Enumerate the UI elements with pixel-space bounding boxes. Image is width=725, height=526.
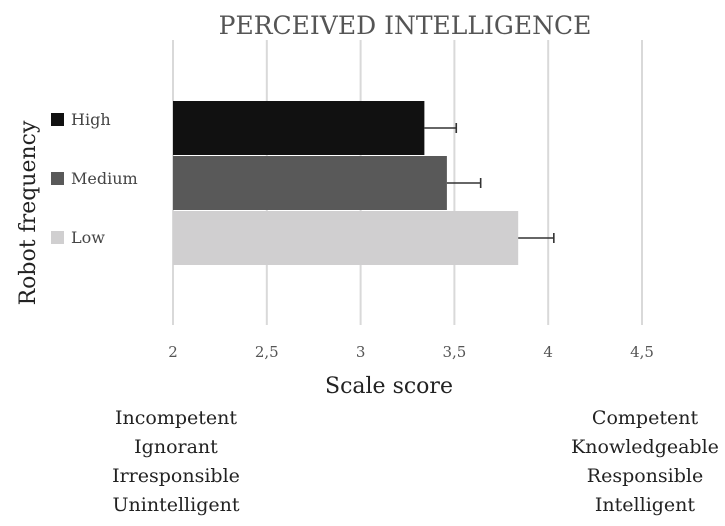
x-tick-label: 2 [168, 343, 178, 361]
x-axis-label: Scale score [325, 374, 453, 399]
anchor-positive-4: Intelligent [594, 494, 696, 516]
anchor-negative-3: Irresponsible [112, 465, 240, 487]
bar-high [173, 101, 425, 155]
x-tick-label: 2,5 [255, 343, 279, 361]
bar-medium [173, 156, 447, 210]
error-bars [424, 123, 555, 243]
legend: High Medium Low [51, 110, 138, 247]
anchor-negative-4: Unintelligent [112, 494, 240, 516]
anchor-positive-3: Responsible [586, 465, 704, 487]
x-tick-labels: 2 2,5 3 3,5 4 4,5 [168, 343, 654, 361]
bars [173, 101, 519, 265]
x-tick-label: 3,5 [442, 343, 466, 361]
chart-title: PERCEIVED INTELLIGENCE [219, 11, 592, 40]
anchors-negative: Incompetent Ignorant Irresponsible Unint… [96, 404, 256, 520]
legend-label-medium: Medium [71, 169, 138, 188]
x-tick-label: 4 [543, 343, 553, 361]
legend-label-low: Low [71, 228, 105, 247]
anchor-negative-2: Ignorant [134, 436, 218, 458]
perceived-intelligence-chart: PERCEIVED INTELLIGENCE High Medium Low 2 2,… [16, 11, 654, 399]
y-axis-label: Robot frequency [16, 120, 41, 305]
legend-swatch-low [51, 231, 64, 244]
anchor-positive-1: Competent [591, 407, 699, 429]
anchor-positive-2: Knowledgeable [571, 436, 719, 458]
anchor-negative-1: Incompetent [115, 407, 237, 429]
x-tick-label: 4,5 [630, 343, 654, 361]
legend-swatch-high [51, 113, 64, 126]
anchors-positive: Competent Knowledgeable Responsible Inte… [560, 404, 725, 520]
legend-swatch-medium [51, 172, 64, 185]
x-tick-label: 3 [356, 343, 366, 361]
bar-low [173, 211, 519, 265]
legend-label-high: High [71, 110, 111, 129]
